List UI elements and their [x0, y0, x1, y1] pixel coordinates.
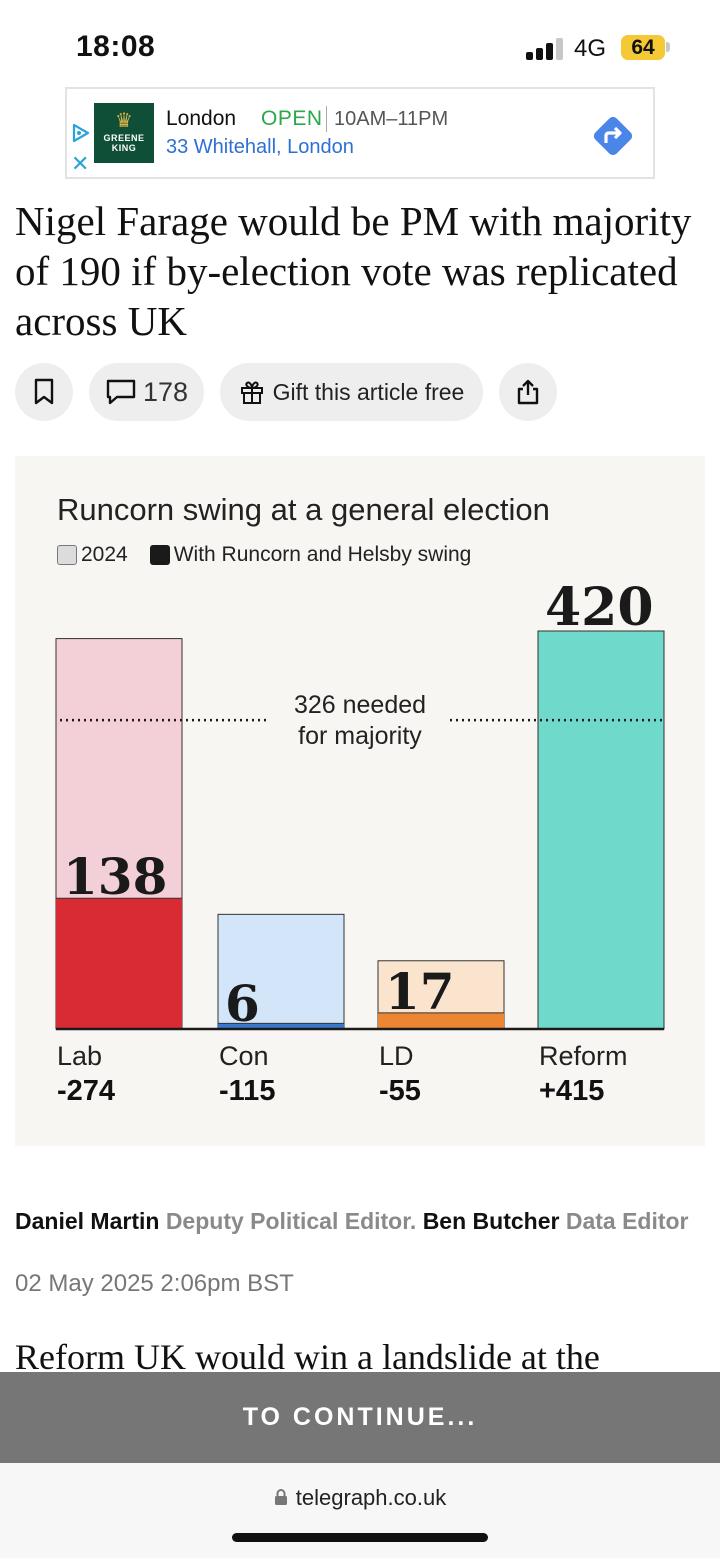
home-indicator[interactable]	[232, 1533, 488, 1542]
browser-address-bar[interactable]: telegraph.co.uk	[0, 1463, 720, 1558]
status-bar: 18:08 4G 64	[0, 0, 720, 90]
ad-location-name: London	[166, 107, 237, 130]
legend-swatch-swing	[149, 545, 170, 565]
publish-date: 02 May 2025 2:06pm BST	[15, 1270, 294, 1297]
gift-label: Gift this article free	[272, 378, 465, 405]
seat-change-label: -115	[219, 1075, 275, 1107]
x-tick-label: Con	[219, 1041, 269, 1071]
bar-value-label: 420	[545, 577, 654, 638]
legend-swatch-2024	[57, 545, 77, 565]
ad-open-status: OPEN	[261, 107, 323, 130]
majority-label: 326 needed	[294, 691, 426, 719]
seat-change-label: -55	[379, 1075, 421, 1107]
x-tick-label: Reform	[539, 1041, 628, 1071]
seat-change-label: +415	[539, 1075, 604, 1107]
brand-logo[interactable]: ♛ GREENE KING	[94, 103, 154, 163]
comment-icon	[106, 379, 136, 405]
bar-value-label: 6	[225, 974, 260, 1033]
brand-logo-text: GREENE KING	[103, 133, 145, 153]
chart-legend: 2024 With Runcorn and Helsby swing	[57, 543, 471, 567]
adchoices-icon[interactable]	[70, 122, 92, 144]
x-tick-label: Lab	[57, 1041, 102, 1071]
bar-swing-ld	[378, 1012, 504, 1029]
chart-title: Runcorn swing at a general election	[57, 492, 550, 527]
network-label: 4G	[574, 35, 607, 62]
author-role: Data Editor	[565, 1208, 689, 1234]
bar-swing-reform	[537, 630, 665, 1030]
gift-article-button[interactable]: Gift this article free	[220, 363, 483, 421]
close-icon[interactable]: ✕	[71, 151, 90, 176]
ad-hours: 10AM–11PM	[334, 108, 449, 130]
bar-value-label: 17	[385, 962, 455, 1021]
comments-button[interactable]: 178	[89, 363, 204, 421]
bar-chart: 138 Lab -274 6 Con -115 17 LD -55 420 Reform +415 32…	[55, 577, 665, 1107]
share-icon	[517, 379, 539, 405]
signal-icon	[526, 36, 564, 60]
ad-address[interactable]: 33 Whitehall, London	[166, 136, 354, 158]
ad-divider	[326, 106, 327, 132]
gift-icon	[240, 381, 263, 404]
legend-label-2024: 2024	[81, 543, 128, 566]
bar-value-label: 138	[63, 847, 167, 906]
author-name[interactable]: Daniel Martin	[15, 1208, 160, 1234]
url-text: telegraph.co.uk	[295, 1485, 447, 1510]
comment-count: 178	[142, 376, 189, 407]
article-body-start: Reform UK would win a landslide at the	[15, 1337, 600, 1374]
seat-change-label: -274	[57, 1075, 115, 1107]
author-role: Deputy Political Editor.	[165, 1208, 417, 1234]
crown-icon: ♛	[115, 110, 133, 132]
continue-overlay[interactable]: TO CONTINUE...	[0, 1372, 720, 1463]
share-button[interactable]	[499, 363, 557, 421]
chart-card: 138 Lab -274 6 Con -115 17 LD -55 420 Reform +415 32…	[15, 456, 705, 1146]
author-name[interactable]: Ben Butcher	[422, 1208, 560, 1234]
directions-icon[interactable]	[588, 111, 638, 161]
lock-icon	[274, 1489, 287, 1505]
status-time: 18:08	[76, 30, 156, 63]
majority-label: for majority	[298, 722, 422, 750]
x-tick-label: LD	[379, 1041, 414, 1071]
bookmark-button[interactable]	[15, 363, 73, 421]
bookmark-icon	[34, 378, 54, 405]
battery-cap	[666, 42, 670, 52]
article-headline: Nigel Farage would be PM with majority o…	[15, 198, 692, 344]
url-display[interactable]: telegraph.co.uk	[0, 1485, 720, 1511]
byline: Daniel Martin Deputy Political Editor. B…	[15, 1205, 705, 1237]
battery-icon: 64	[621, 35, 665, 60]
continue-label: TO CONTINUE...	[242, 1403, 478, 1431]
bar-swing-lab	[56, 898, 182, 1029]
bar-swing-con	[218, 1023, 344, 1029]
ad-banner[interactable]: ✕ ♛ GREENE KING London OPEN 10AM–11PM 33…	[65, 87, 655, 179]
legend-label-swing: With Runcorn and Helsby swing	[173, 543, 472, 566]
